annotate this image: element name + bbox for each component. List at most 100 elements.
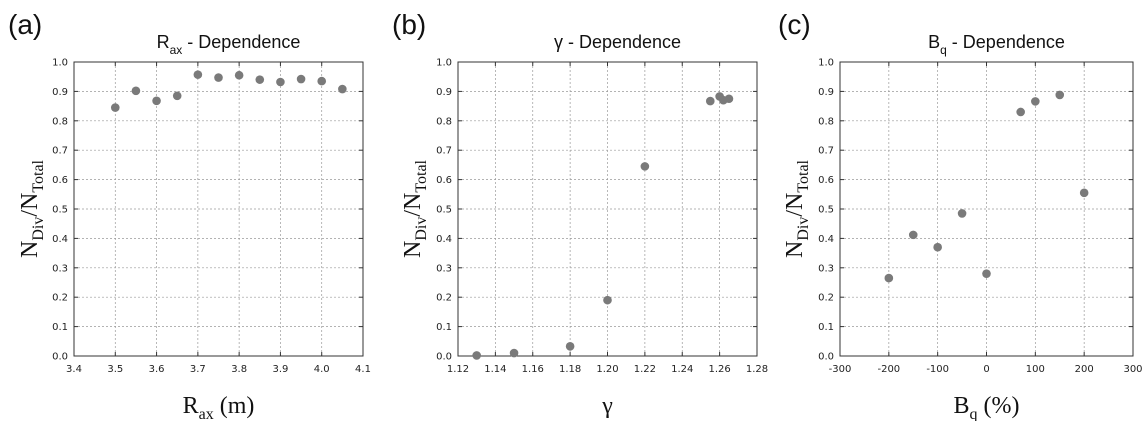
y-tick-label: 0.7 [52,146,68,157]
y-tick-label: 0.1 [436,322,452,333]
x-tick-label: 1.22 [634,364,656,375]
y-tick-label: 0.1 [818,322,834,333]
y-tick-label: 0.9 [52,87,68,98]
x-tick-label: -300 [829,364,852,375]
data-point [214,73,223,82]
y-tick-label: 0.1 [52,322,68,333]
y-tick-label: 0.4 [436,234,452,245]
y-tick-label: 0.7 [818,146,834,157]
y-tick-label: 0.6 [818,175,834,186]
data-point [1016,107,1025,117]
x-axis-label: Rax (m) [183,393,255,421]
data-point [982,269,991,278]
x-tick-label: 3.8 [231,364,247,375]
y-axis-label: NDiv/NTotal [17,159,47,258]
x-tick-label: 1.20 [596,364,618,375]
data-point [1031,97,1040,106]
y-tick-label: 0.5 [52,205,68,216]
data-point [317,76,327,86]
x-tick-label: 3.4 [66,364,82,375]
x-tick-label: 1.26 [708,364,730,375]
x-tick-label: 1.14 [484,364,506,375]
panel-3: -300 -200 -100 0 100 200 300 0.0 0.1 0.2 0.3 0.4 0.5… [778,9,1143,421]
data-point [193,70,203,79]
y-tick-label: 0.9 [436,87,452,98]
y-tick-label: 0.3 [818,263,834,274]
y-tick-label: 0.0 [436,352,452,363]
y-tick-label: 0.0 [52,352,68,363]
x-tick-label: 1.28 [746,364,768,375]
y-tick-label: 1.0 [818,58,834,69]
y-tick-label: 0.2 [436,293,452,304]
data-point [884,273,894,283]
panel-2: 1.12 1.14 1.16 1.18 1.20 1.22 1.24 1.26 1.28 0.0 0… [392,9,768,419]
y-tick-label: 0.8 [52,116,68,127]
x-tick-label: 1.18 [559,364,581,375]
y-tick-label: 0.0 [818,352,834,363]
x-tick-label: 1.16 [522,364,544,375]
data-point [152,96,161,106]
y-tick-label: 1.0 [52,58,68,69]
data-point [908,230,918,240]
data-point [640,162,650,171]
x-tick-label: 3.9 [272,364,288,375]
panel-label: (b) [392,9,426,40]
x-tick-label: 4.0 [314,364,330,375]
chart-title: γ - Dependence [554,32,681,52]
y-tick-label: 0.6 [436,175,452,186]
data-point [933,242,942,252]
y-tick-label: 0.8 [818,116,834,127]
x-axis-label: γ [601,393,613,419]
data-point [276,77,285,87]
data-point [1079,188,1089,198]
x-tick-label: 300 [1123,364,1142,375]
x-tick-label: 200 [1075,364,1094,375]
x-tick-label: -200 [877,364,900,375]
x-axis-label: Bq (%) [954,393,1020,421]
y-tick-label: 0.3 [52,263,68,274]
y-tick-label: 0.2 [818,293,834,304]
x-tick-label: 1.24 [671,364,693,375]
x-tick-label: 100 [1026,364,1045,375]
y-axis-label: NDiv/NTotal [782,159,812,258]
data-point [509,348,519,358]
data-point [255,75,265,84]
y-tick-label: 1.0 [436,58,452,69]
x-tick-label: -100 [926,364,949,375]
data-point [1055,90,1065,100]
data-point [565,341,575,351]
data-point [338,84,347,94]
y-tick-label: 0.6 [52,175,68,186]
y-tick-label: 0.8 [436,116,452,127]
x-tick-label: 3.5 [107,364,123,375]
data-point [705,96,715,106]
chart-title: Bq - Dependence [928,32,1065,57]
data-point [110,103,120,112]
data-point [472,351,481,360]
x-tick-label: 3.7 [190,364,206,375]
data-point [131,86,141,96]
chart-title: Rax - Dependence [157,32,301,57]
y-axis-label: NDiv/NTotal [400,159,430,258]
x-tick-label: 3.6 [149,364,165,375]
x-tick-label: 4.1 [355,364,371,375]
y-tick-label: 0.5 [436,205,452,216]
data-point [957,209,967,218]
y-tick-label: 0.3 [436,263,452,274]
y-tick-label: 0.4 [52,234,68,245]
data-point [296,74,306,84]
x-tick-label: 1.12 [447,364,469,375]
data-point [172,91,182,101]
panel-label: (a) [8,9,42,40]
x-tick-label: 0 [983,364,989,375]
data-point [603,295,612,305]
data-point [724,94,734,104]
y-tick-label: 0.2 [52,293,68,304]
y-tick-label: 0.4 [818,234,834,245]
y-tick-label: 0.5 [818,205,834,216]
y-tick-label: 0.7 [436,146,452,157]
panel-label: (c) [778,9,811,40]
panel-1: 3.4 3.5 3.6 3.7 3.8 3.9 4.0 4.1 0.0 0.1 0.2 0.3 0.4 0… [8,9,371,421]
data-point [234,70,244,80]
